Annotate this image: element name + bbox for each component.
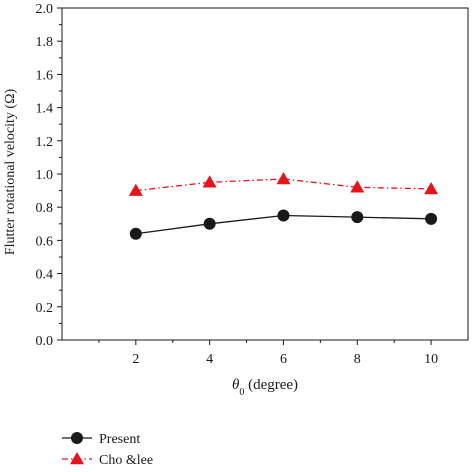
legend-item: Present	[62, 432, 140, 447]
data-point	[203, 217, 216, 230]
data-point	[128, 183, 143, 196]
legend-label: Cho &lee	[99, 453, 153, 468]
data-point	[425, 212, 438, 225]
y-axis-label: Flutter rotational velocity (Ω)	[3, 89, 18, 256]
x-axis-label-rest: (degree)	[244, 377, 298, 393]
x-axis-label: θ0 (degree)	[232, 377, 298, 398]
y-tick-label: 0.0	[36, 334, 54, 349]
data-point	[351, 211, 364, 224]
data-point	[129, 227, 142, 240]
y-tick-label: 2.0	[36, 2, 54, 17]
y-tick-label: 0.6	[36, 234, 54, 249]
data-point	[350, 180, 365, 193]
y-tick-label: 1.6	[36, 68, 54, 83]
series-layer	[128, 171, 439, 240]
plot-frame	[61, 7, 469, 341]
x-tick-label: 10	[424, 352, 438, 367]
legend-label: Present	[99, 432, 140, 447]
x-tick-label: 6	[280, 352, 287, 367]
legend: Present Cho &lee	[62, 432, 153, 468]
legend-marker	[71, 432, 83, 444]
x-tick-label: 8	[354, 352, 361, 367]
y-tick-label: 1.4	[36, 102, 54, 117]
y-tick-label: 0.2	[36, 301, 54, 316]
series-1	[129, 209, 438, 240]
legend-item: Cho &lee	[62, 452, 153, 468]
ticks: 0.0 0.2 0.4 0.6 0.8 1.0 1.2 1.4 1.6 1.8 2.0 2 4 6 8 10	[36, 2, 439, 367]
y-tick-label: 1.0	[36, 168, 54, 183]
data-point	[202, 175, 217, 188]
y-tick-label: 1.2	[36, 135, 54, 150]
legend-marker	[70, 452, 84, 465]
data-point	[424, 181, 439, 195]
data-point	[277, 209, 290, 222]
series-2	[128, 171, 439, 196]
x-tick-label: 2	[132, 352, 139, 367]
series-line	[135, 178, 432, 192]
y-tick-label: 1.8	[36, 35, 54, 50]
y-tick-label: 0.4	[36, 268, 54, 283]
x-tick-label: 4	[206, 352, 213, 367]
x-axis-label-subscript: 0	[239, 387, 244, 398]
x-axis-label-symbol: θ	[232, 377, 240, 393]
axes	[61, 7, 469, 341]
y-tick-label: 0.8	[36, 201, 54, 216]
data-point	[276, 171, 291, 185]
